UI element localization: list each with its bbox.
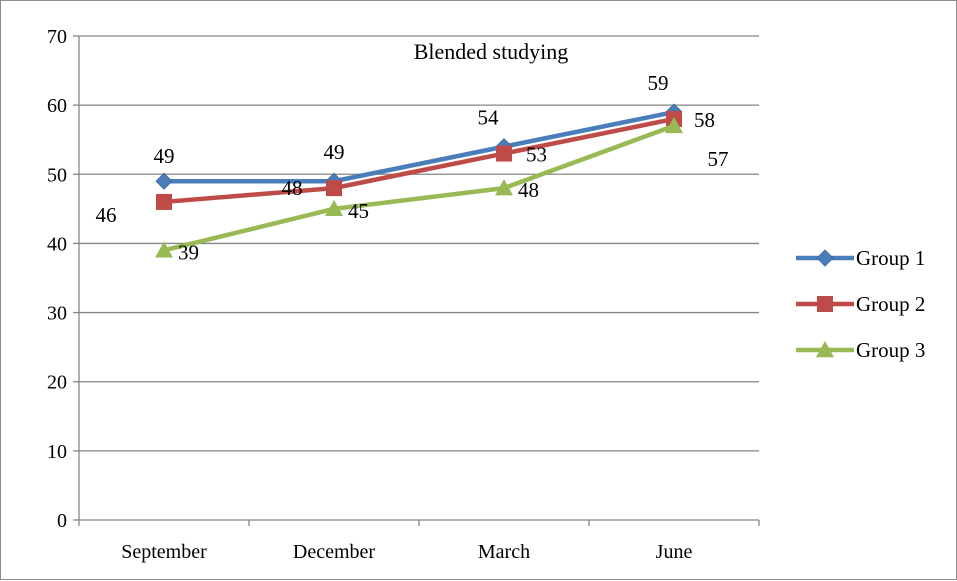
y-tick-label: 60: [47, 95, 67, 117]
data-label: 59: [648, 71, 669, 95]
legend: Group 1 Group 2 Group 3: [796, 246, 925, 362]
data-label: 49: [324, 140, 345, 164]
y-tick-label: 40: [47, 233, 67, 255]
data-label: 53: [526, 143, 547, 167]
data-label: 57: [708, 147, 729, 171]
data-label: 54: [478, 106, 500, 130]
data-label: 58: [694, 108, 715, 132]
data-point-marker: [155, 241, 173, 258]
series-line: [161, 116, 677, 205]
data-label: 48: [282, 176, 303, 200]
data-point-marker: [495, 179, 513, 196]
data-point-marker: [816, 249, 834, 267]
data-labels: 49 49 54 59 46 48 53 58 39 45 48 57: [96, 71, 729, 264]
data-point-marker: [665, 116, 683, 134]
x-tick-label: June: [656, 541, 693, 563]
data-point-marker: [156, 193, 172, 210]
data-point-marker: [325, 199, 343, 217]
legend-label: Group 3: [856, 338, 925, 362]
y-tick-label: 20: [47, 372, 67, 394]
y-tick-label: 50: [47, 164, 67, 186]
series-1: [155, 103, 683, 190]
legend-label: Group 2: [856, 292, 925, 316]
data-label: 46: [96, 203, 117, 227]
legend-label: Group 1: [856, 246, 925, 270]
data-point-marker: [817, 296, 833, 312]
data-point-marker: [816, 341, 834, 358]
y-tick-label: 0: [57, 510, 67, 532]
y-tick-label: 30: [47, 303, 67, 325]
chart-title: Blended studying: [414, 39, 569, 64]
data-label: 48: [518, 178, 539, 202]
axes: 0 10 20 30 40 50 60 70 September December March Jun…: [47, 26, 760, 563]
series: [155, 103, 683, 258]
x-tick-label: March: [478, 541, 530, 563]
data-point-marker: [496, 145, 512, 162]
data-label: 45: [348, 199, 369, 223]
legend-item: Group 1: [796, 246, 925, 270]
legend-item: Group 3: [796, 338, 925, 362]
data-point-marker: [326, 180, 342, 197]
legend-item: Group 2: [796, 292, 925, 316]
data-label: 49: [154, 144, 175, 168]
y-tick-label: 70: [47, 26, 67, 48]
x-tick-label: September: [121, 541, 207, 563]
series-2: [156, 110, 682, 210]
data-label: 39: [178, 240, 199, 264]
x-tick-label: December: [293, 541, 376, 563]
series-line: [161, 109, 677, 184]
data-point-marker: [155, 172, 173, 190]
series-3: [155, 116, 683, 258]
series-line: [161, 123, 677, 253]
y-tick-label: 10: [47, 441, 67, 463]
